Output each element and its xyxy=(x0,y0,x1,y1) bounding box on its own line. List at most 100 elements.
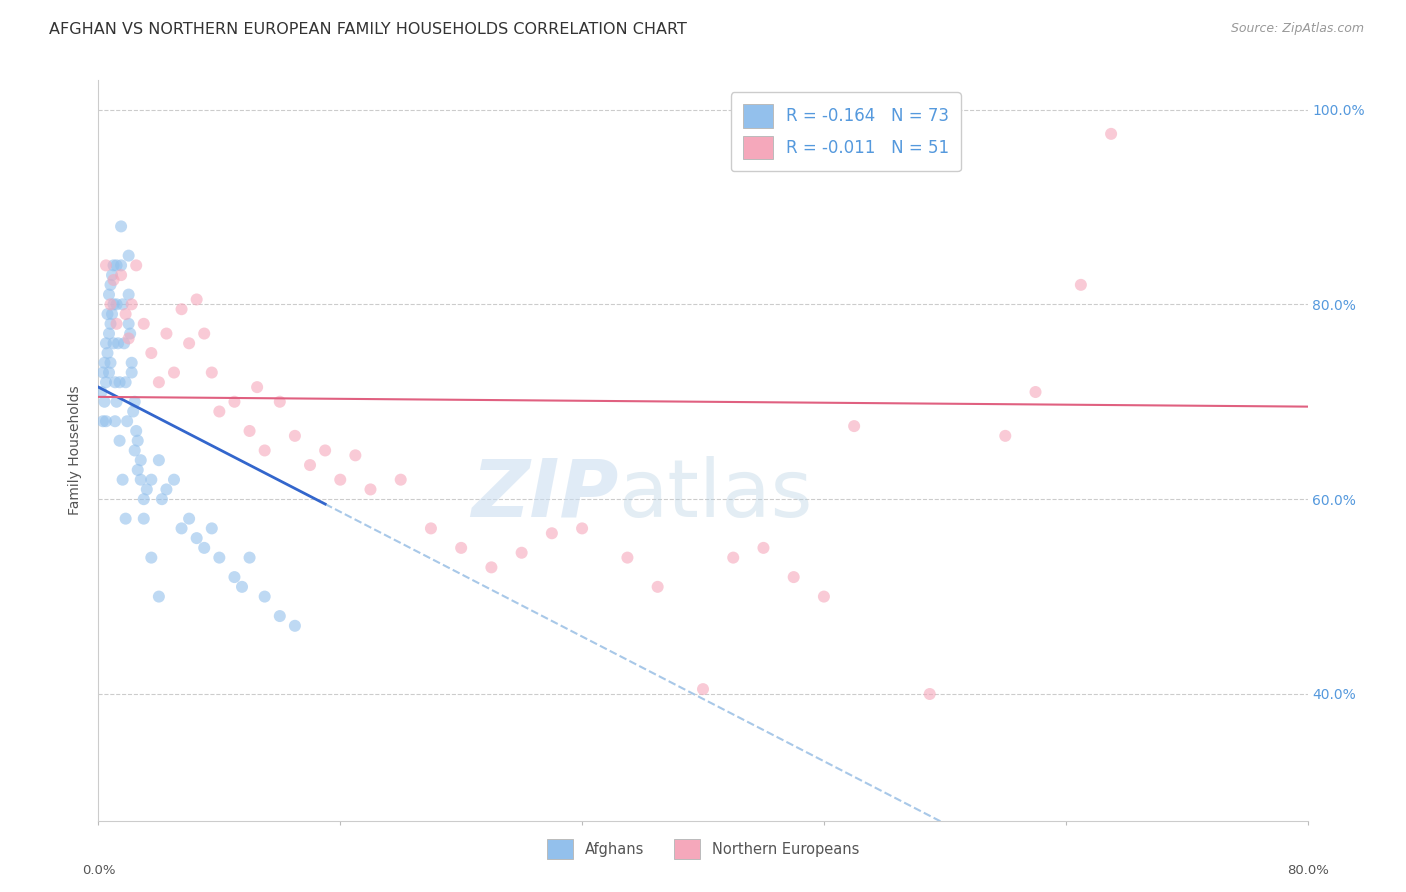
Point xyxy=(647,580,669,594)
Text: Source: ZipAtlas.com: Source: ZipAtlas.com xyxy=(1230,22,1364,36)
Point xyxy=(105,297,128,311)
Point xyxy=(179,336,201,351)
Point xyxy=(150,492,173,507)
Point xyxy=(510,546,533,560)
Point xyxy=(141,473,163,487)
Legend: Afghans, Northern Europeans: Afghans, Northern Europeans xyxy=(541,833,865,865)
Point xyxy=(93,394,115,409)
Point xyxy=(155,326,177,341)
Point xyxy=(239,550,262,565)
Point xyxy=(100,317,122,331)
Point xyxy=(141,550,163,565)
Point xyxy=(163,366,186,380)
Point xyxy=(135,483,157,497)
Point xyxy=(118,331,141,345)
Point xyxy=(96,307,118,321)
Point xyxy=(124,443,146,458)
Point xyxy=(124,394,146,409)
Point xyxy=(253,443,276,458)
Point xyxy=(94,259,117,273)
Point xyxy=(108,434,131,448)
Point xyxy=(314,443,336,458)
Point xyxy=(170,521,193,535)
Point xyxy=(122,404,145,418)
Point xyxy=(114,307,136,321)
Point xyxy=(110,268,132,282)
Point xyxy=(98,366,121,380)
Point xyxy=(100,297,122,311)
Point xyxy=(121,356,143,370)
Point xyxy=(115,414,138,428)
Point xyxy=(224,394,246,409)
Point xyxy=(118,287,141,301)
Point xyxy=(94,376,117,390)
Point xyxy=(571,521,593,535)
Point xyxy=(692,682,714,697)
Point xyxy=(299,458,322,472)
Point xyxy=(121,366,143,380)
Point xyxy=(105,259,128,273)
Point xyxy=(186,531,208,545)
Point xyxy=(94,414,117,428)
Point xyxy=(111,297,134,311)
Point xyxy=(269,394,291,409)
Point xyxy=(94,336,117,351)
Point xyxy=(118,317,141,331)
Point xyxy=(111,473,134,487)
Point xyxy=(344,448,367,462)
Point xyxy=(125,424,148,438)
Point xyxy=(918,687,941,701)
Point xyxy=(93,356,115,370)
Point xyxy=(1099,127,1122,141)
Point xyxy=(91,366,114,380)
Point xyxy=(104,376,127,390)
Point xyxy=(193,326,215,341)
Point xyxy=(231,580,253,594)
Point xyxy=(616,550,638,565)
Point xyxy=(120,326,142,341)
Point xyxy=(450,541,472,555)
Point xyxy=(1024,384,1046,399)
Point xyxy=(100,277,122,292)
Point xyxy=(284,619,307,633)
Text: 0.0%: 0.0% xyxy=(82,864,115,878)
Point xyxy=(110,259,132,273)
Point xyxy=(107,336,129,351)
Point xyxy=(103,297,125,311)
Point xyxy=(105,317,128,331)
Point xyxy=(208,404,231,418)
Point xyxy=(141,346,163,360)
Point xyxy=(121,297,143,311)
Point xyxy=(132,492,155,507)
Point xyxy=(114,376,136,390)
Y-axis label: Family Households: Family Households xyxy=(69,385,83,516)
Point xyxy=(112,336,135,351)
Point xyxy=(101,268,124,282)
Point xyxy=(186,293,208,307)
Point xyxy=(110,219,132,234)
Point xyxy=(246,380,269,394)
Point xyxy=(329,473,352,487)
Point xyxy=(1070,277,1092,292)
Text: atlas: atlas xyxy=(619,456,813,534)
Point xyxy=(100,356,122,370)
Point xyxy=(284,429,307,443)
Point xyxy=(208,550,231,565)
Point xyxy=(105,394,128,409)
Point xyxy=(201,521,224,535)
Text: ZIP: ZIP xyxy=(471,456,619,534)
Point xyxy=(540,526,562,541)
Point xyxy=(193,541,215,555)
Point xyxy=(148,590,170,604)
Point xyxy=(96,346,118,360)
Point xyxy=(103,259,125,273)
Point xyxy=(148,453,170,467)
Point xyxy=(813,590,835,604)
Point xyxy=(420,521,443,535)
Point xyxy=(723,550,745,565)
Point xyxy=(155,483,177,497)
Point xyxy=(269,609,291,624)
Point xyxy=(752,541,775,555)
Point xyxy=(125,259,148,273)
Point xyxy=(224,570,246,584)
